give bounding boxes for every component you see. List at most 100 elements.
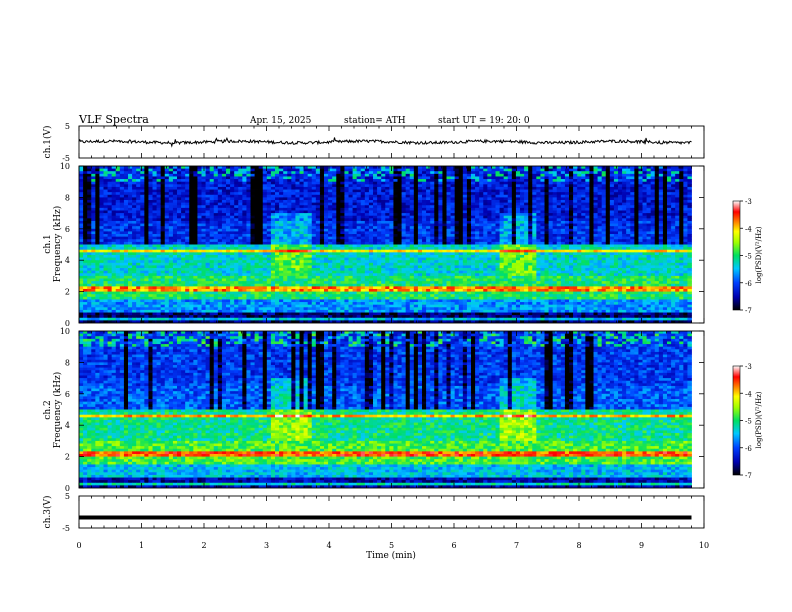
spectrogram-cell: [479, 168, 484, 172]
spectrogram-cell: [417, 197, 423, 201]
spectrogram-cell: [250, 220, 255, 224]
spectrogram-cell: [511, 228, 517, 232]
spectrogram-cell: [328, 228, 333, 232]
spectrogram-cell: [536, 234, 541, 238]
spectrogram-cell: [287, 220, 292, 224]
spectrogram-cell: [581, 166, 586, 170]
spectrogram-cell: [79, 168, 84, 172]
spectrogram-cell: [136, 186, 141, 190]
spectrogram-cell: [352, 247, 358, 251]
spectrogram-cell: [532, 220, 537, 224]
spectrogram-cell: [430, 189, 435, 193]
spectrogram-cell: [536, 166, 541, 170]
spectrogram-cell: [426, 223, 431, 227]
spectrogram-cell: [91, 239, 96, 243]
spectrogram-cell: [422, 244, 427, 248]
spectrogram-cell: [405, 236, 411, 240]
spectrogram-cell: [397, 223, 402, 227]
spectrogram-cell: [160, 210, 166, 214]
spectrogram-cell: [189, 202, 194, 206]
spectrogram-cell: [185, 168, 190, 172]
spectrogram-cell: [552, 234, 558, 238]
spectrogram-cell: [144, 173, 149, 177]
spectrogram-cell: [393, 215, 398, 219]
spectrogram-cell: [217, 179, 223, 183]
spectrogram-cell: [626, 231, 631, 235]
spectrogram-cell: [205, 179, 211, 183]
spectrogram-cell: [462, 202, 468, 206]
spectrogram-cell: [385, 210, 390, 214]
spectrogram-cell: [479, 166, 484, 170]
spectrogram-cell: [556, 186, 562, 190]
spectrogram-cell: [340, 171, 345, 175]
spectrogram-cell: [671, 200, 676, 204]
spectrogram-cell: [638, 244, 643, 248]
spectrogram-cell: [377, 192, 382, 196]
spectrogram-cell: [613, 186, 619, 190]
spectrogram-cell: [352, 213, 358, 217]
spectrogram-cell: [658, 247, 664, 251]
spectrogram-cell: [589, 218, 594, 222]
spectrogram-cell: [381, 218, 386, 222]
spectrogram-cell: [503, 207, 509, 211]
spectrogram-cell: [270, 241, 276, 245]
spectrogram-cell: [524, 247, 529, 251]
spectrogram-cell: [144, 226, 149, 230]
spectrogram-cell: [344, 197, 349, 201]
spectrogram-cell: [413, 202, 419, 206]
spectrogram-cell: [593, 231, 598, 235]
spectrogram-cell: [532, 213, 537, 217]
spectrogram-cell: [658, 166, 664, 170]
spectrogram-cell: [487, 186, 492, 190]
spectrogram-cell: [201, 179, 206, 183]
spectrogram-cell: [479, 244, 484, 248]
spectrogram-cell: [356, 207, 362, 211]
spectrogram-cell: [193, 179, 198, 183]
spectrogram-cell: [258, 200, 264, 204]
spectrogram-cell: [544, 231, 549, 235]
spectrogram-cell: [262, 241, 268, 245]
spectrogram-cell: [295, 186, 300, 190]
spectrogram-cell: [128, 181, 133, 185]
spectrogram-cell: [650, 226, 656, 230]
spectrogram-cell: [532, 228, 537, 232]
spectrogram-cell: [671, 189, 676, 193]
spectrogram-cell: [368, 197, 374, 201]
spectrogram-cell: [401, 197, 407, 201]
spectrogram-cell: [536, 220, 541, 224]
spectrogram-cell: [364, 247, 370, 251]
spectrogram-cell: [221, 181, 227, 185]
spectrogram-cell: [466, 220, 472, 224]
spectrogram-cell: [642, 200, 647, 204]
spectrogram-cell: [242, 244, 247, 248]
spectrogram-cell: [177, 215, 182, 219]
spectrogram-cell: [148, 241, 153, 245]
spectrogram-cell: [324, 234, 329, 238]
spectrogram-cell: [597, 218, 603, 222]
spectrogram-cell: [295, 249, 300, 253]
spectrogram-cell: [79, 213, 84, 217]
spectrogram-cell: [287, 176, 292, 180]
spectrogram-cell: [520, 213, 525, 217]
spectrogram-cell: [156, 249, 162, 253]
spectrogram-cell: [377, 210, 382, 214]
spectrogram-cell: [189, 223, 194, 227]
spectrogram-cell: [177, 186, 182, 190]
spectrogram-cell: [266, 241, 272, 245]
spectrogram-cell: [646, 210, 652, 214]
spectrogram-cell: [503, 181, 509, 185]
spectrogram-cell: [646, 186, 652, 190]
spectrogram-cell: [454, 179, 460, 183]
spectrogram-cell: [205, 218, 211, 222]
spectrogram-cell: [136, 220, 141, 224]
spectrogram-cell: [234, 231, 239, 235]
spectrogram-cell: [230, 189, 235, 193]
spectrogram-cell: [377, 241, 382, 245]
spectrogram-cell: [430, 234, 435, 238]
spectrogram-cell: [630, 220, 635, 224]
spectrogram-cell: [393, 194, 398, 198]
spectrogram-cell: [385, 228, 390, 232]
spectrogram-cell: [144, 207, 149, 211]
spectrogram-cell: [634, 189, 639, 193]
spectrogram-cell: [609, 197, 615, 201]
